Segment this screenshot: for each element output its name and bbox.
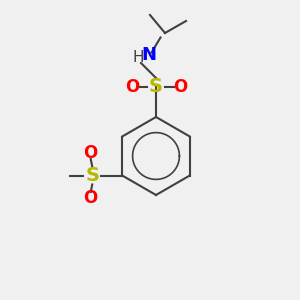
Text: S: S xyxy=(149,77,163,97)
Text: O: O xyxy=(173,78,187,96)
Text: O: O xyxy=(125,78,139,96)
Text: O: O xyxy=(84,144,98,162)
Text: N: N xyxy=(141,46,156,64)
Text: S: S xyxy=(85,166,99,185)
Text: H: H xyxy=(132,50,144,64)
Text: O: O xyxy=(84,189,98,207)
